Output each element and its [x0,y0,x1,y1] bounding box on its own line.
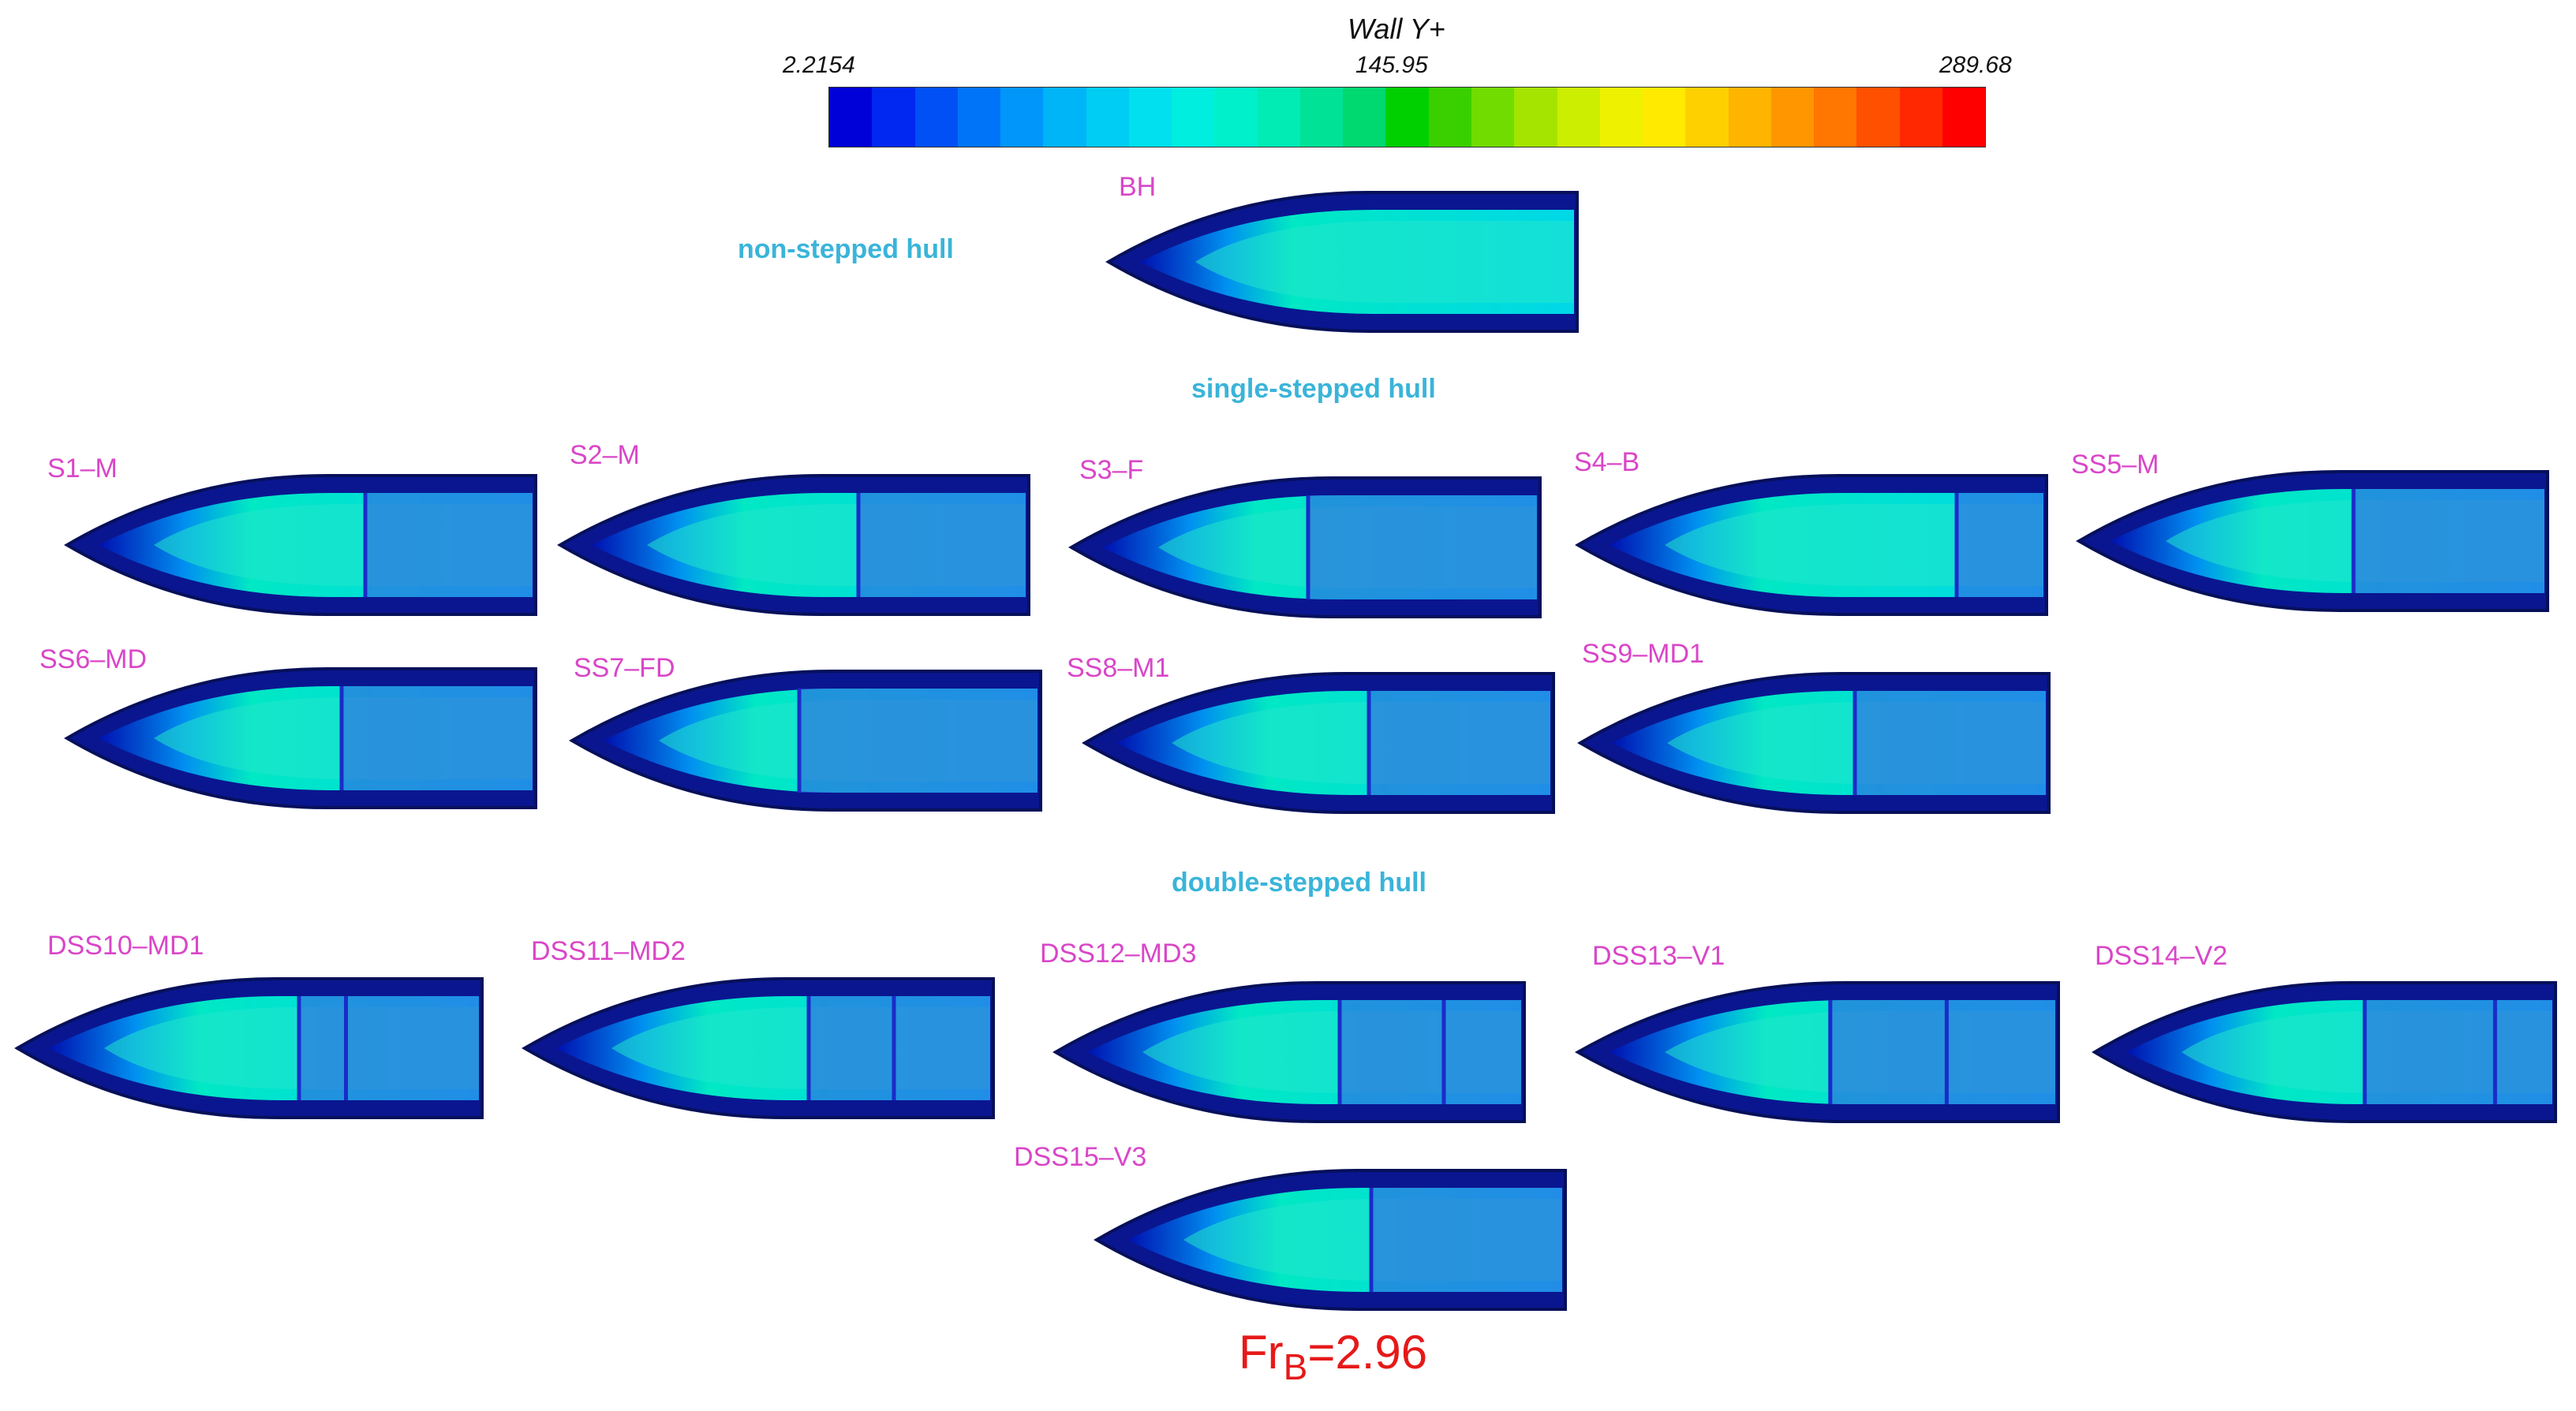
colorbar-min-label: 2.2154 [783,52,855,78]
hull-label: DSS13–V1 [1592,941,1725,971]
colorbar-segment [1942,88,1986,147]
hull-contour-7 [64,667,537,809]
step-ventilation-zone [1444,1000,1521,1104]
froude-prefix: Fr [1239,1326,1284,1379]
colorbar-segment [1043,88,1086,147]
colorbar-segment [1428,88,1471,147]
colorbar-segment [1685,88,1729,147]
hull-contour-9 [1082,672,1555,814]
hull-label: SS8–M1 [1067,653,1170,683]
colorbar-segment [872,88,915,147]
hull-contour-14 [1574,981,2060,1123]
hull-contour-13 [1052,981,1526,1123]
colorbar-segment [1128,88,1172,147]
hull-contour-6 [2076,470,2549,612]
colorbar-segment [1000,88,1044,147]
colorbar-segment [1643,88,1686,147]
step-ventilation-zone [2365,1000,2496,1104]
colorbar-segment [1770,88,1815,147]
hull-contour-1 [1105,191,1579,333]
froude-value: =2.96 [1307,1326,1428,1379]
hull-contour-8 [569,670,1042,812]
step-ventilation-zone [1308,495,1537,599]
hull-label: DSS14–V2 [2095,941,2228,971]
hull-contour-15 [2092,981,2557,1123]
colorbar-segment [1856,88,1900,147]
hull-contour-4 [1068,476,1542,618]
colorbar-segment [1214,88,1258,147]
colorbar-segment [1257,88,1300,147]
hull-wetted-core [1665,504,2043,586]
hull-label: S1–M [47,454,118,483]
colorbar-segment [1086,88,1129,147]
hull-label: SS7–FD [574,653,675,683]
step-ventilation-zone [346,996,479,1100]
hull-label: S2–M [570,440,640,470]
colorbar-segment [1899,88,1942,147]
hull-wetted-core [1195,221,1574,303]
step-ventilation-zone [365,493,533,597]
section-label-double-stepped: double-stepped hull [1172,868,1426,898]
hull-label: SS6–MD [39,644,148,674]
hull-contour-5 [1575,474,2048,616]
step-ventilation-zone [2495,1000,2552,1104]
colorbar-max-label: 289.68 [1939,52,2012,78]
colorbar [828,87,1986,147]
hull-contour-3 [557,474,1030,616]
colorbar-segment [1514,88,1557,147]
section-label-non-stepped: non-stepped hull [738,234,954,264]
froude-subscript: B [1283,1346,1308,1387]
colorbar-segment [1385,88,1429,147]
froude-number-label: FrB=2.96 [1239,1325,1428,1387]
hull-contour-11 [14,977,484,1119]
hull-label: SS9–MD1 [1582,639,1704,669]
step-ventilation-zone [809,996,894,1100]
step-ventilation-zone [2354,489,2544,593]
step-ventilation-zone [1371,1188,1562,1292]
colorbar-segment [914,88,958,147]
hull-label: S3–F [1079,455,1144,485]
hull-contour-2 [64,474,537,616]
step-ventilation-zone [1957,493,2043,597]
step-ventilation-zone [1340,1000,1444,1104]
hull-label: DSS15–V3 [1014,1142,1147,1172]
colorbar-segment [1728,88,1771,147]
hull-contour-16 [1094,1169,1567,1311]
step-ventilation-zone [858,493,1026,597]
colorbar-segment [1172,88,1215,147]
colorbar-segment [1599,88,1643,147]
hull-label: DSS11–MD2 [531,936,686,966]
step-ventilation-zone [894,996,990,1100]
colorbar-title: Wall Y+ [1348,13,1445,45]
colorbar-segment [957,88,1001,147]
hull-label: DSS10–MD1 [47,931,204,961]
colorbar-segment [1299,88,1344,147]
hull-label: BH [1119,172,1157,202]
step-ventilation-zone [1855,691,2046,795]
colorbar-segment [1557,88,1600,147]
hull-contour-10 [1577,672,2051,814]
step-ventilation-zone [1830,1000,1947,1104]
colorbar-segment [829,88,873,147]
step-ventilation-zone [799,689,1038,793]
step-ventilation-zone [299,996,346,1100]
colorbar-segment [1814,88,1857,147]
colorbar-mid-label: 145.95 [1355,52,1428,78]
step-ventilation-zone [1369,691,1550,795]
colorbar-segment [1471,88,1515,147]
step-ventilation-zone [342,686,533,790]
section-label-single-stepped: single-stepped hull [1191,374,1436,404]
hull-contour-12 [522,977,995,1119]
hull-label: SS5–M [2071,450,2159,480]
step-ventilation-zone [1946,1000,2055,1104]
hull-label: DSS12–MD3 [1040,939,1197,969]
colorbar-segment [1343,88,1386,147]
hull-label: S4–B [1574,447,1640,477]
